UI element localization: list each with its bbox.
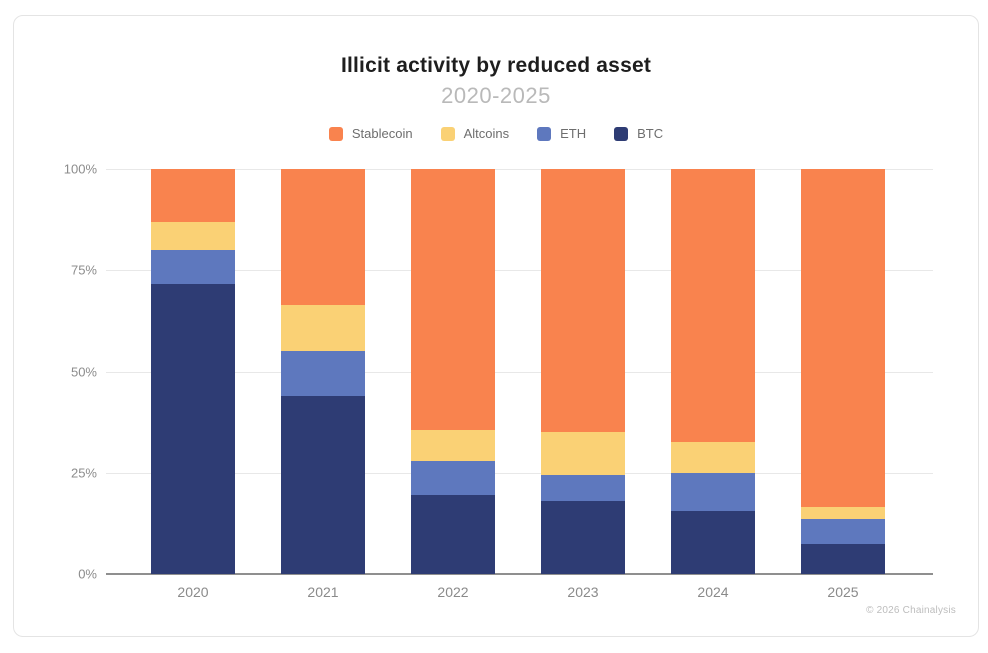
bar-segment-stablecoin-2020 [151, 169, 235, 222]
legend: Stablecoin Altcoins ETH BTC [14, 126, 978, 141]
bar-segment-btc-2020 [151, 284, 235, 574]
bar-segment-eth-2023 [541, 474, 625, 502]
bar-segment-eth-2022 [411, 460, 495, 496]
bar-2025 [801, 169, 885, 574]
bar-segment-stablecoin-2023 [541, 169, 625, 433]
y-axis-tick-label-75: 75% [70, 262, 97, 278]
bar-2023 [541, 169, 625, 574]
bar-segment-stablecoin-2024 [671, 169, 755, 443]
x-axis-label-2023: 2023 [567, 584, 599, 600]
plot-area: 100% 75% 50% 25% 0% 2020 2021 2022 2023 2024 2025 [64, 162, 933, 600]
x-axis-line [106, 573, 933, 575]
x-axis-label-2025: 2025 [827, 584, 859, 600]
bar-segment-eth-2021 [281, 351, 365, 396]
bar-2022 [411, 169, 495, 574]
chart-subtitle: 2020-2025 [441, 83, 551, 108]
bar-segment-altcoins-2024 [671, 442, 755, 473]
attribution: © 2026 Chainalysis [866, 605, 956, 616]
x-axis-label-2024: 2024 [697, 584, 729, 600]
bar-2020 [151, 169, 235, 574]
gridline-25 [106, 472, 933, 474]
bar-segment-btc-2025 [801, 543, 885, 574]
legend-swatch-stablecoin [328, 126, 343, 141]
legend-item-stablecoin: Stablecoin [328, 126, 413, 141]
y-axis-tick-label-0: 0% [78, 566, 97, 582]
bar-segment-eth-2025 [801, 519, 885, 544]
bar-segment-altcoins-2023 [541, 432, 625, 475]
bar-segment-btc-2023 [541, 501, 625, 574]
legend-swatch-altcoins [440, 126, 455, 141]
bar-segment-btc-2024 [671, 511, 755, 574]
legend-item-eth: ETH [537, 126, 586, 141]
bar-segment-stablecoin-2022 [411, 169, 495, 431]
bar-segment-altcoins-2025 [801, 507, 885, 520]
bar-segment-btc-2022 [411, 495, 495, 574]
chart-card: Illicit activity by reduced asset 2020-2… [13, 15, 979, 637]
bar-segment-btc-2021 [281, 395, 365, 574]
bar-segment-altcoins-2021 [281, 304, 365, 352]
legend-label: ETH [560, 126, 587, 141]
legend-swatch-btc [614, 126, 629, 141]
x-axis-label-2021: 2021 [307, 584, 339, 600]
x-axis-label-2022: 2022 [437, 584, 469, 600]
bar-2021 [281, 169, 365, 574]
legend-label: Altcoins [463, 126, 510, 141]
bar-segment-stablecoin-2021 [281, 169, 365, 305]
y-axis-tick-label-50: 50% [70, 364, 97, 379]
bar-segment-stablecoin-2025 [801, 169, 885, 508]
y-axis-tick-label-100: 100% [63, 161, 97, 177]
bar-segment-altcoins-2020 [151, 221, 235, 251]
bar-2024 [671, 169, 755, 574]
chart-title: Illicit activity by reduced asset [340, 54, 652, 77]
bar-segment-eth-2020 [151, 250, 235, 285]
legend-label: BTC [637, 126, 664, 141]
gridline-50 [106, 371, 933, 373]
legend-item-altcoins: Altcoins [440, 126, 510, 141]
gridline-100 [106, 169, 933, 170]
legend-label: Stablecoin [351, 126, 413, 141]
x-axis-label-2020: 2020 [177, 584, 209, 600]
legend-swatch-eth [537, 126, 552, 141]
gridline-75 [106, 270, 933, 272]
legend-item-btc: BTC [614, 126, 663, 141]
bar-segment-altcoins-2022 [411, 430, 495, 461]
y-axis-tick-label-25: 25% [70, 465, 97, 481]
bar-segment-eth-2024 [671, 472, 755, 512]
